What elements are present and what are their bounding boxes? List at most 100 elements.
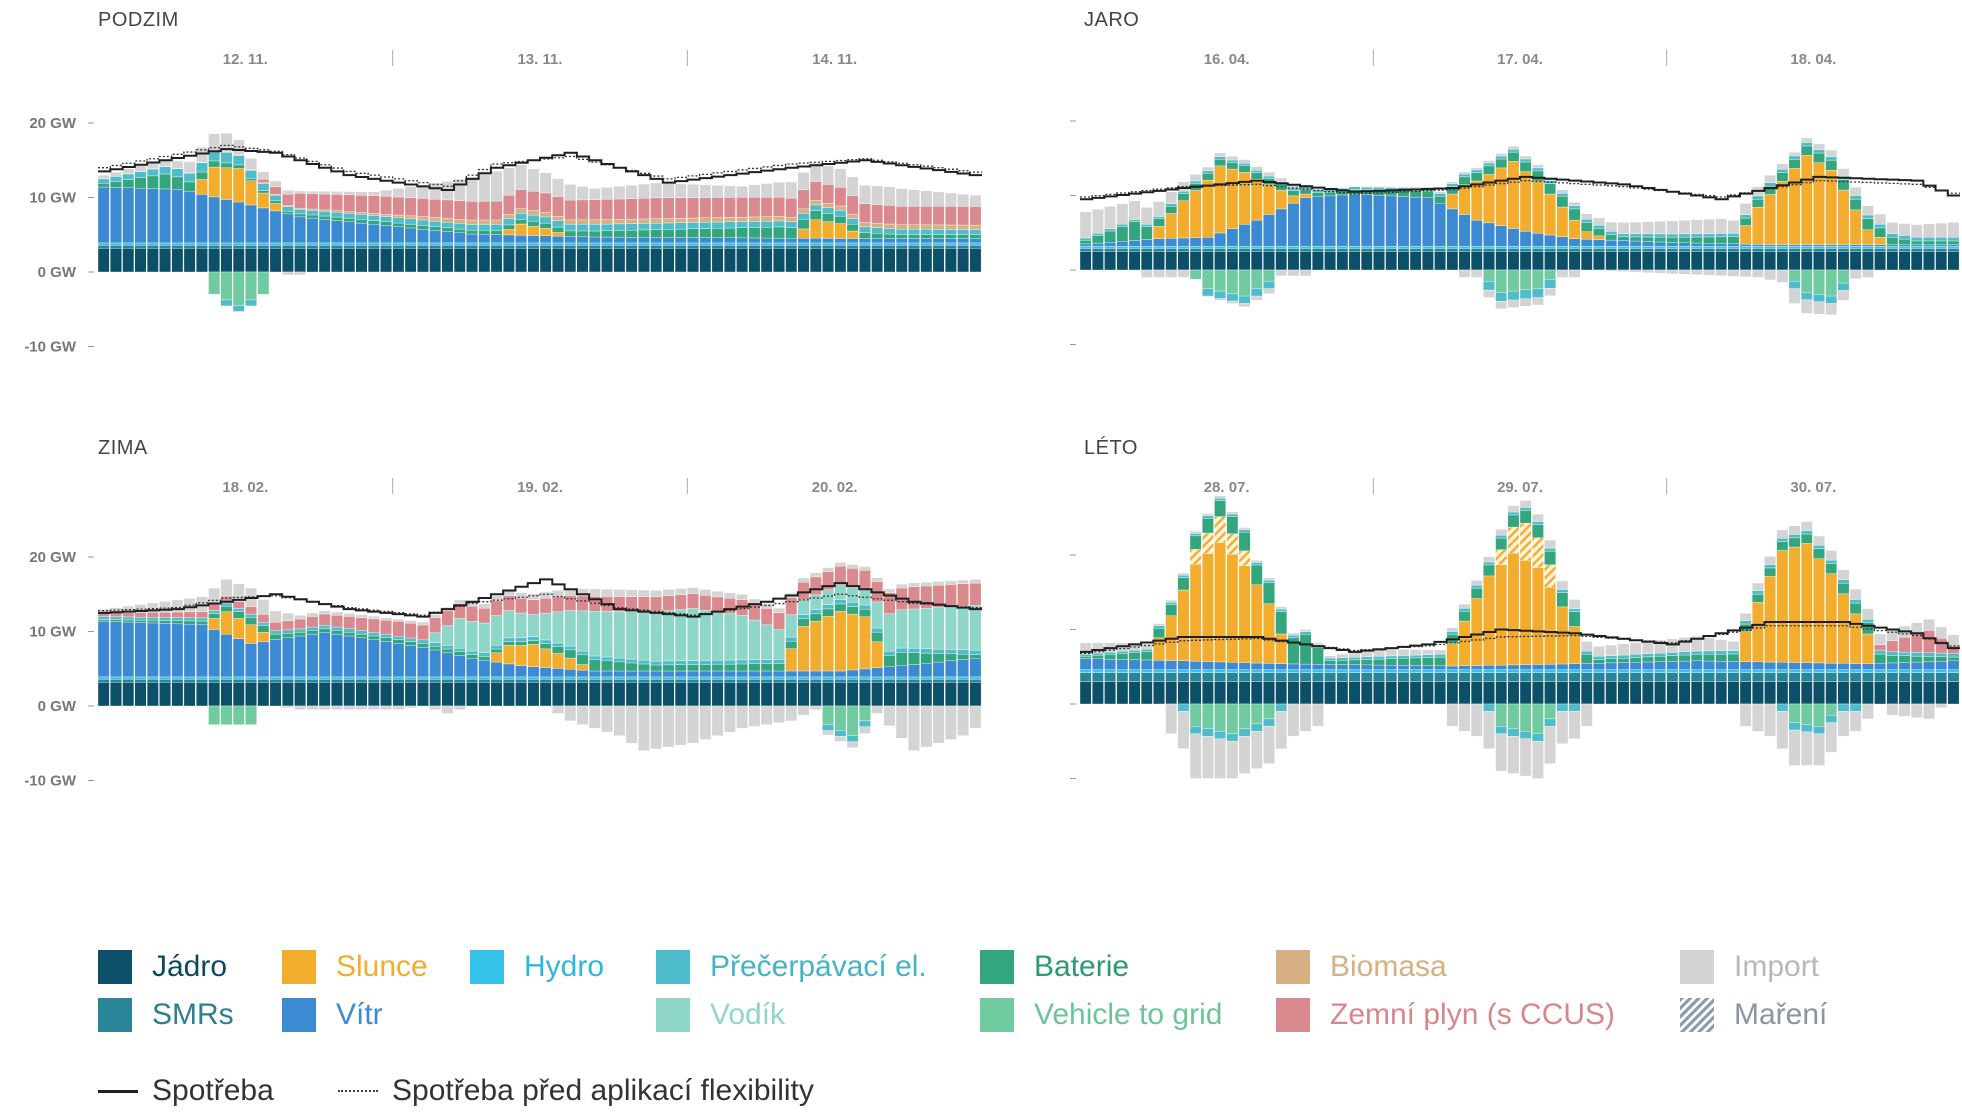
bar-segment-hydro: [404, 676, 417, 680]
bar-segment-smr: [883, 679, 896, 683]
bar-segment-wind: [638, 237, 650, 244]
bar-segment-nuclear: [1385, 681, 1398, 705]
bar-segment-wind: [662, 237, 675, 244]
bar-segment-solar: [539, 228, 552, 236]
bar-segment-import: [1654, 639, 1666, 654]
bar-segment-biomass: [785, 217, 798, 222]
bar-segment-smr: [1495, 672, 1508, 682]
bar-segment-pumped: [1654, 233, 1666, 238]
bar-segment-battery: [1507, 151, 1520, 162]
bar-segment-nuclear: [1324, 681, 1336, 705]
bar-segment-hydro: [932, 676, 945, 680]
bar-segment-wind: [502, 234, 515, 244]
bar-segment-hydro: [1727, 669, 1740, 673]
bar-segment-pumped: [1275, 608, 1288, 612]
bar-segment-battery: [1617, 236, 1630, 241]
bar-segment-battery: [380, 637, 392, 642]
bar-segment-nuclear: [1348, 681, 1361, 705]
bar-segment-nuclear: [171, 247, 184, 273]
bar-segment-hydro: [392, 676, 405, 680]
bar-segment-hydro: [1092, 245, 1104, 249]
demand-line: [98, 148, 982, 192]
bar-segment-battery: [773, 226, 785, 239]
bar-segment-import: [1788, 525, 1801, 535]
bar-segment-pumped: [122, 616, 135, 621]
bar-segment-pumped: [208, 610, 221, 614]
bar-segment-pumped: [318, 211, 331, 217]
bar-segment-hydro: [183, 676, 196, 680]
legend-line-demand: [98, 1089, 138, 1093]
bar-segment-biomass: [736, 216, 748, 222]
bar-segment-solar: [797, 228, 810, 239]
bar-segment-pumped: [380, 634, 392, 639]
bar-segment-nuclear: [478, 247, 491, 273]
bar-segment-pumped: [809, 204, 822, 211]
bar-segment-nuclear: [1226, 681, 1239, 705]
bar-segment-neg_pumped: [1263, 281, 1275, 289]
bar-segment-smr: [957, 679, 969, 683]
bar-segment-smr: [1739, 672, 1752, 682]
bar-segment-smr: [196, 245, 208, 249]
legend-swatch-hydro: [470, 950, 504, 984]
bar-segment-nuclear: [1299, 251, 1312, 271]
bar-segment-pumped: [773, 220, 785, 228]
bar-segment-pumped: [613, 657, 626, 663]
bar-segment-wind: [331, 220, 343, 244]
bar-segment-neg_import: [1214, 298, 1226, 301]
bar-segment-pumped: [895, 647, 908, 653]
bar-segment-smr: [417, 245, 429, 249]
bar-segment-smr: [355, 245, 368, 249]
bar-segment-neg_pumped: [822, 724, 834, 731]
bar-segment-import: [1617, 222, 1630, 234]
bar-segment-battery: [1140, 226, 1153, 240]
bar-segment-import: [1348, 652, 1361, 658]
bar-segment-battery: [1666, 237, 1679, 243]
bar-segment-wind: [1422, 197, 1434, 247]
bar-segment-smr: [1483, 248, 1495, 252]
bar-segment-import: [699, 589, 712, 596]
bar-segment-wind: [1140, 659, 1153, 670]
bar-segment-smr: [576, 679, 589, 683]
bar-segment-smr: [1373, 672, 1385, 682]
bar-segment-hydro: [834, 676, 847, 680]
bar-segment-nuclear: [1312, 251, 1324, 271]
bar-segment-nuclear: [429, 247, 442, 273]
bar-segment-nuclear: [134, 247, 147, 273]
bar-segment-neg_import: [674, 705, 687, 746]
bar-segment-pumped: [883, 650, 896, 656]
bar-segment-neg_v2g: [208, 705, 221, 725]
bar-segment-hydro: [196, 242, 208, 246]
bar-segment-smr: [1140, 248, 1153, 252]
bar-segment-hydro: [699, 676, 712, 680]
bar-segment-neg_import: [552, 705, 564, 714]
bar-segment-wind: [1519, 231, 1532, 247]
y-tick-label: 10 GW: [29, 190, 77, 207]
bar-segment-neg_import: [1776, 711, 1789, 749]
bar-segment-wind: [1862, 244, 1874, 247]
bar-segment-import: [588, 188, 601, 200]
bar-segment-hydro: [417, 242, 429, 246]
bar-segment-wind: [932, 238, 945, 244]
bar-segment-neg_pumped: [1532, 288, 1544, 298]
bar-segment-smr: [404, 679, 417, 683]
bar-segment-import: [1874, 633, 1886, 646]
bar-segment-smr: [1739, 248, 1752, 252]
bar-segment-hydrogen: [932, 607, 945, 650]
bar-segment-import: [417, 184, 429, 199]
bar-segment-nuclear: [1825, 251, 1838, 271]
bar-segment-wind: [1287, 663, 1300, 670]
bar-segment-battery: [1214, 159, 1226, 167]
bar-segment-smr: [1910, 248, 1923, 252]
bar-segment-hydro: [171, 676, 184, 680]
bar-segment-import: [1519, 500, 1532, 508]
bar-segment-pumped: [122, 173, 135, 180]
bar-segment-battery: [1776, 172, 1789, 182]
bar-segment-wind: [809, 238, 822, 244]
bar-segment-hydro: [1886, 245, 1899, 249]
bar-segment-wind: [1495, 225, 1508, 247]
bar-segment-battery: [846, 224, 859, 232]
bar-segment-nuclear: [208, 681, 221, 707]
bar-segment-pumped: [908, 648, 920, 653]
bar-segment-nuclear: [1336, 251, 1349, 271]
bar-segment-solar: [1544, 587, 1556, 665]
